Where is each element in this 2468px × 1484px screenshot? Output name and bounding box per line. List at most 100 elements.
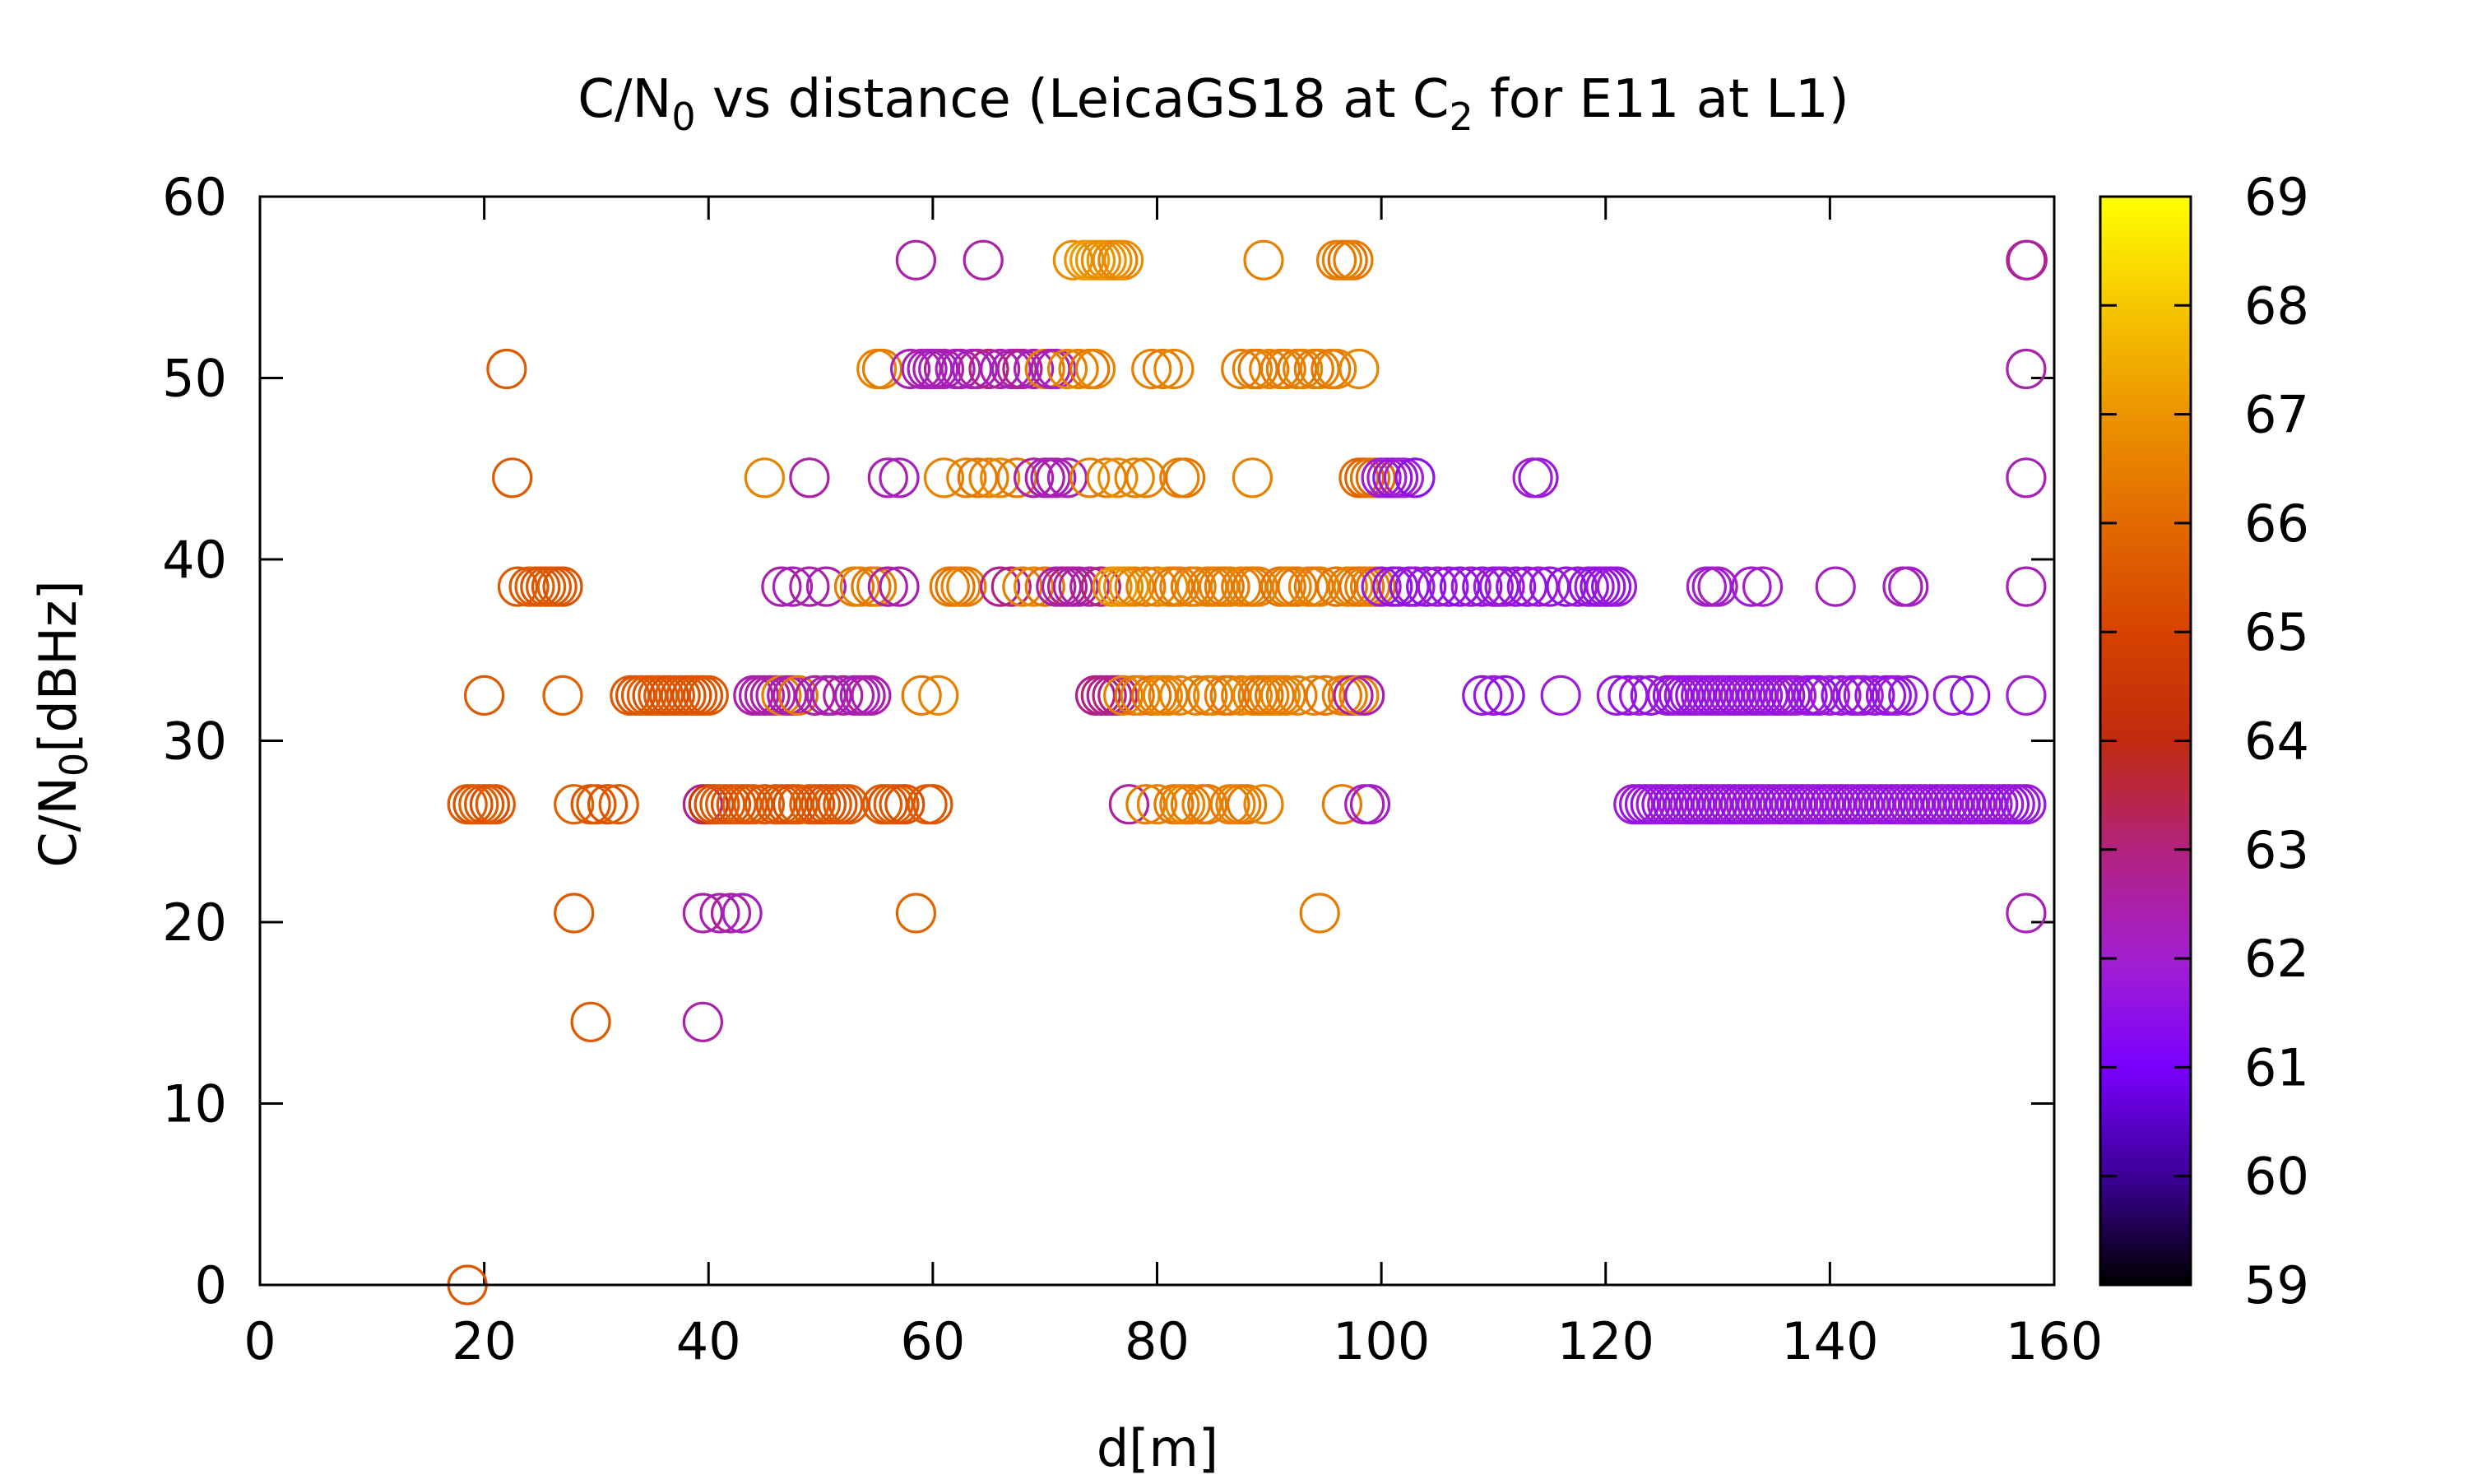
data-point [1086, 457, 1127, 499]
x-tick-label: 140 [1781, 1311, 1878, 1371]
data-point [721, 893, 763, 934]
chart-title: C/N0 vs distance (LeicaGS18 at C2 for E1… [578, 69, 1849, 139]
data-point [1209, 566, 1250, 607]
data-point [1036, 457, 1077, 499]
x-tick-label: 120 [1557, 1311, 1654, 1371]
data-point [1046, 457, 1088, 499]
data-point [1125, 457, 1167, 499]
data-point [542, 566, 583, 607]
data-point [912, 784, 953, 825]
data-point [918, 675, 959, 716]
data-point [1002, 348, 1043, 390]
data-point [733, 784, 774, 825]
data-point [996, 457, 1037, 499]
data-point [861, 348, 903, 390]
data-point [1265, 675, 1306, 716]
data-point [879, 457, 920, 499]
data-point [1221, 348, 1262, 390]
x-tick-label: 100 [1333, 1311, 1430, 1371]
data-point [1540, 675, 1581, 716]
y-tick-label: 0 [195, 1255, 227, 1315]
data-point [710, 893, 752, 934]
data-point [957, 457, 999, 499]
data-point [851, 675, 892, 716]
data-point [923, 457, 965, 499]
x-tick-label: 20 [452, 1311, 517, 1371]
data-point [1333, 239, 1374, 281]
data-point [475, 784, 516, 825]
y-tick-label: 10 [162, 1074, 227, 1134]
data-point [1596, 675, 1638, 716]
data-point [889, 348, 931, 390]
data-point [699, 893, 740, 934]
data-point [761, 566, 802, 607]
plot-frame [258, 195, 2056, 1287]
data-point [1243, 784, 1284, 825]
data-point [1125, 784, 1167, 825]
data-point [1299, 566, 1340, 607]
data-point [554, 784, 595, 825]
data-point [980, 348, 1021, 390]
data-point [946, 457, 987, 499]
data-point [1002, 566, 1043, 607]
data-point [1176, 566, 1217, 607]
data-point [839, 566, 880, 607]
data-point [1315, 566, 1357, 607]
data-point [1596, 566, 1638, 607]
data-point [1159, 566, 1200, 607]
data-point [968, 457, 1009, 499]
data-point [1377, 566, 1419, 607]
data-point [2006, 893, 2047, 934]
data-point [1843, 675, 1884, 716]
data-point [895, 239, 937, 281]
data-point [1159, 675, 1200, 716]
data-point [884, 784, 926, 825]
data-point [2006, 784, 2047, 825]
data-point [688, 675, 729, 716]
data-point [895, 893, 937, 934]
colorbar-tick-label: 61 [2244, 1037, 2309, 1097]
data-point [946, 566, 987, 607]
data-point [1529, 566, 1570, 607]
data-point [1877, 675, 1918, 716]
data-point [463, 675, 505, 716]
data-point [1120, 675, 1161, 716]
data-point [1114, 566, 1155, 607]
data-point [963, 239, 1004, 281]
data-point [1450, 566, 1491, 607]
data-point [744, 457, 786, 499]
data-point [1125, 566, 1167, 607]
data-point [1607, 675, 1649, 716]
data-point [1506, 566, 1547, 607]
y-tick-label: 20 [162, 893, 227, 953]
data-point [1383, 457, 1425, 499]
data-point [570, 1001, 611, 1042]
data-point [587, 784, 629, 825]
data-point [1462, 566, 1503, 607]
data-point [1775, 675, 1817, 716]
data-point [789, 457, 830, 499]
data-point [1439, 566, 1481, 607]
colorbar-tick-label: 63 [2244, 820, 2309, 880]
data-point [1221, 675, 1262, 716]
data-point [1052, 239, 1093, 281]
data-point [1013, 566, 1055, 607]
data-point [1069, 566, 1111, 607]
x-axis-label: d[m] [1097, 1418, 1218, 1478]
data-point [777, 675, 819, 716]
data-point [1164, 457, 1206, 499]
data-point [598, 784, 639, 825]
x-tick-label: 60 [900, 1311, 965, 1371]
data-point [1809, 675, 1850, 716]
data-point [805, 566, 847, 607]
data-point [1518, 566, 1559, 607]
data-point [777, 784, 819, 825]
x-tick-label: 0 [244, 1311, 276, 1371]
colorbar-tick-label: 66 [2244, 494, 2309, 554]
data-point [1821, 675, 1862, 716]
data-point [990, 566, 1032, 607]
data-point [1888, 675, 1929, 716]
data-point [1176, 675, 1217, 716]
data-point [1731, 566, 1772, 607]
colorbar-tick-label: 65 [2244, 602, 2309, 662]
